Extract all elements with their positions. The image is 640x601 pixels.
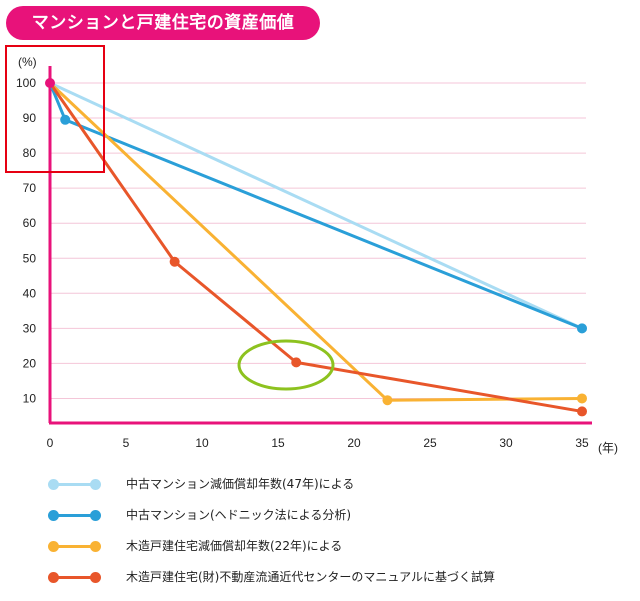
- legend-swatch-dot: [90, 541, 101, 552]
- x-tick-label-35: 35: [575, 436, 589, 450]
- legend-entry-2: 中古マンション(ヘドニック法による分析): [40, 501, 620, 532]
- data-point-s3-1: [382, 395, 393, 406]
- y-tick-label-60: 60: [23, 216, 37, 230]
- chart-legend: 中古マンション減価償却年数(47年)による 中古マンション(ヘドニック法による分析…: [40, 470, 620, 594]
- x-tick-label-20: 20: [347, 436, 361, 450]
- legend-swatch-line: [52, 514, 98, 517]
- legend-label: 中古マンション減価償却年数(47年)による: [126, 477, 355, 491]
- series-line-3: [48, 81, 583, 402]
- data-point-s2-1: [60, 114, 71, 125]
- data-point-s4-3: [577, 406, 587, 417]
- data-point-s3-2: [577, 393, 587, 404]
- legend-entry-1: 中古マンション減価償却年数(47年)による: [40, 470, 620, 501]
- y-tick-label-30: 30: [23, 321, 37, 335]
- y-tick-label-90: 90: [23, 111, 37, 125]
- series-line-4: [48, 82, 583, 413]
- x-axis-unit-label: (年): [598, 441, 618, 455]
- y-tick-label-80: 80: [23, 146, 37, 160]
- data-point-s4-1: [169, 256, 180, 267]
- x-tick-label-15: 15: [271, 436, 285, 450]
- legend-entry-3: 木造戸建住宅減価償却年数(22年)による: [40, 532, 620, 563]
- x-tick-label-5: 5: [123, 436, 130, 450]
- x-tick-label-30: 30: [499, 436, 513, 450]
- y-axis-unit-label: (%): [18, 55, 37, 69]
- y-tick-label-70: 70: [23, 181, 37, 195]
- highlight-circle: [237, 339, 335, 391]
- x-tick-label-25: 25: [423, 436, 437, 450]
- line-chart: 10 20 30 40 50 60 70 80 90 100 (%) 0 5 10 15 20 25 30 35 (年…: [5, 45, 618, 455]
- highlight-box: [5, 45, 105, 173]
- data-point-s4-2: [291, 357, 302, 368]
- x-tick-label-0: 0: [47, 436, 54, 450]
- legend-swatch-line: [52, 545, 98, 548]
- series-line-1: [49, 81, 583, 330]
- y-tick-label-10: 10: [23, 391, 37, 405]
- x-tick-label-10: 10: [195, 436, 209, 450]
- y-tick-label-20: 20: [23, 356, 37, 370]
- y-tick-label-40: 40: [23, 286, 37, 300]
- legend-swatch-dot: [90, 479, 101, 490]
- legend-swatch-line: [52, 576, 98, 579]
- legend-swatch-dot: [48, 572, 59, 583]
- y-tick-label-100: 100: [16, 76, 36, 90]
- data-point-s2-2: [577, 323, 587, 334]
- legend-label: 木造戸建住宅減価償却年数(22年)による: [126, 539, 343, 553]
- legend-swatch-dot: [48, 510, 59, 521]
- legend-label: 木造戸建住宅(財)不動産流通近代センターのマニュアルに基づく試算: [126, 570, 496, 584]
- legend-swatch-dot: [90, 510, 101, 521]
- legend-swatch-dot: [48, 479, 59, 490]
- data-point-origin: [45, 78, 55, 88]
- legend-label: 中古マンション(ヘドニック法による分析): [126, 508, 352, 522]
- legend-swatch-dot: [90, 572, 101, 583]
- legend-entry-4: 木造戸建住宅(財)不動産流通近代センターのマニュアルに基づく試算: [40, 563, 620, 594]
- y-tick-label-50: 50: [23, 251, 37, 265]
- legend-swatch-line: [52, 483, 98, 486]
- legend-swatch-dot: [48, 541, 59, 552]
- chart-title-banner: マンションと戸建住宅の資産価値: [6, 6, 320, 40]
